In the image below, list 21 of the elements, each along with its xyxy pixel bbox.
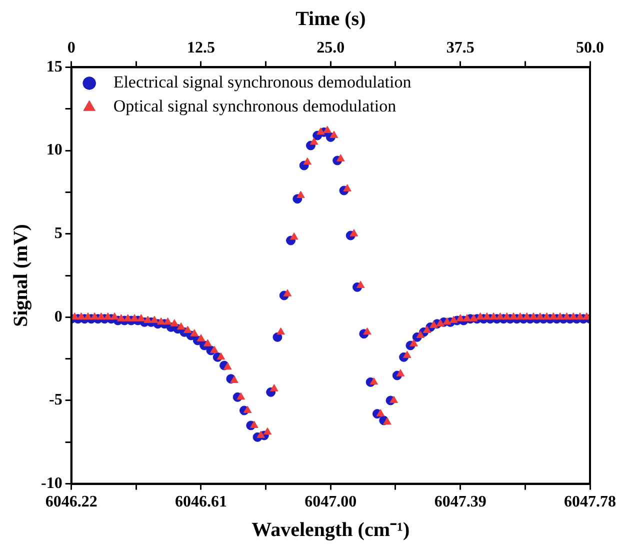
y-tick-label: 15: [46, 58, 62, 76]
x2-tick-label: 25.0: [316, 40, 345, 57]
x-axis-title: Wavelength (cm⁻¹): [252, 519, 410, 542]
y-tick-label: 5: [54, 224, 62, 242]
x2-tick-label: 37.5: [446, 40, 474, 57]
x2-tick-label: 0: [67, 40, 76, 57]
legend-label: Electrical signal synchronous demodulation: [113, 72, 412, 92]
x-tick-label: 6046.61: [174, 494, 227, 511]
y-tick-label: -5: [49, 392, 62, 409]
x2-tick-label: 12.5: [186, 40, 215, 57]
x-tick-label: 6047.39: [434, 494, 486, 511]
x2-tick-label: 50.0: [576, 40, 604, 57]
x-tick-label: 6046.22: [45, 494, 98, 511]
y-axis-title: Signal (mV): [10, 224, 32, 327]
y-tick-label: -10: [41, 474, 62, 492]
y-tick-label: 10: [46, 142, 62, 159]
x-tick-label: 6047.78: [564, 494, 616, 511]
y-tick-label: 0: [54, 308, 62, 326]
x-tick-label: 6047.00: [304, 494, 357, 511]
x2-axis-title: Time (s): [296, 8, 366, 30]
legend-label: Optical signal synchronous demodulation: [113, 96, 397, 116]
